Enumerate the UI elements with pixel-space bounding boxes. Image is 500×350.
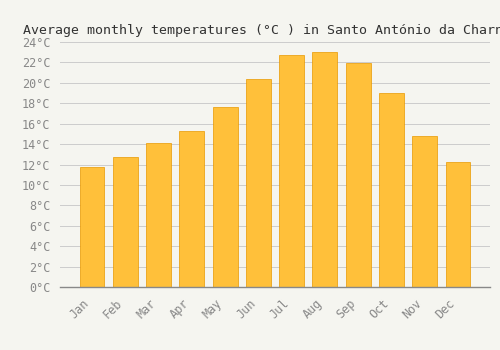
Title: Average monthly temperatures (°C ) in Santo António da Charneca: Average monthly temperatures (°C ) in Sa… xyxy=(23,24,500,37)
Bar xyxy=(80,167,104,287)
Bar xyxy=(346,63,370,287)
Bar xyxy=(312,52,338,287)
Bar xyxy=(180,131,204,287)
Bar xyxy=(246,79,271,287)
Bar xyxy=(212,107,238,287)
Bar xyxy=(113,158,138,287)
Bar xyxy=(279,55,304,287)
Bar xyxy=(446,162,470,287)
Bar xyxy=(146,143,171,287)
Bar xyxy=(379,93,404,287)
Bar xyxy=(412,136,437,287)
